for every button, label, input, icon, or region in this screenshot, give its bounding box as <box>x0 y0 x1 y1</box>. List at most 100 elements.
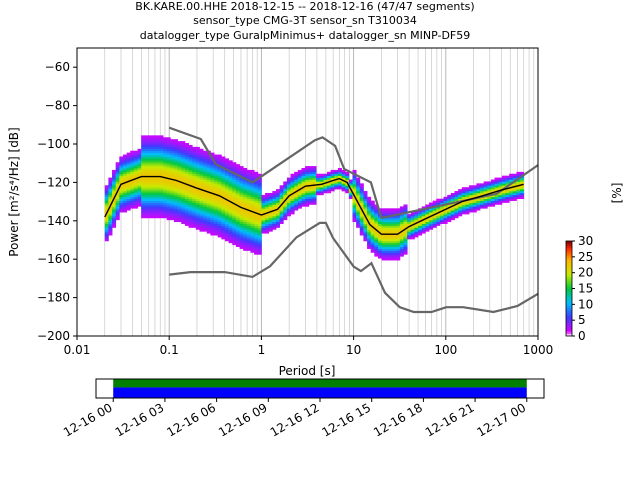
heatmap-cell <box>155 194 160 198</box>
heatmap-cell <box>159 139 164 142</box>
heatmap-cell <box>192 156 197 159</box>
heatmap-cell <box>224 175 230 178</box>
heatmap-cell <box>141 139 146 142</box>
heatmap-cell <box>235 194 240 198</box>
heatmap-cell <box>268 219 273 223</box>
heatmap-cell <box>312 166 317 169</box>
heatmap-cell <box>163 210 168 213</box>
heatmap-cell <box>410 212 415 215</box>
heatmap-cell <box>166 185 171 188</box>
heatmap-cell <box>418 212 423 215</box>
heatmap-cell <box>181 198 186 201</box>
heatmap-cell <box>246 181 251 184</box>
heatmap-cell <box>152 158 157 161</box>
heatmap-cell <box>301 192 306 196</box>
heatmap-cell <box>206 164 211 167</box>
heatmap-cell <box>195 208 200 211</box>
heatmap-cell <box>465 204 470 207</box>
heatmap-cell <box>392 208 397 211</box>
heatmap-cell <box>195 194 200 198</box>
heatmap-cell <box>319 177 324 180</box>
heatmap-cell <box>192 152 197 155</box>
heatmap-cell <box>443 219 448 223</box>
heatmap-cell <box>363 231 368 234</box>
heatmap-cell <box>257 240 262 244</box>
heatmap-cell <box>370 202 375 205</box>
heatmap-cell <box>119 202 124 205</box>
heatmap-cell <box>396 217 401 221</box>
heatmap-cell <box>214 219 219 223</box>
heatmap-cell <box>214 183 219 186</box>
heatmap-cell <box>199 216 204 219</box>
heatmap-cell <box>483 200 488 203</box>
heatmap-cell <box>177 192 182 196</box>
heatmap-cell <box>403 223 408 226</box>
colorbar-segment <box>566 274 572 277</box>
heatmap-cell <box>203 212 208 215</box>
heatmap-cell <box>403 206 408 209</box>
heatmap-cell <box>290 177 295 180</box>
colorbar-segment <box>566 267 572 270</box>
heatmap-cell <box>243 169 248 173</box>
heatmap-cell <box>181 206 186 209</box>
heatmap-cell <box>144 168 149 171</box>
heatmap-cell <box>141 179 146 182</box>
heatmap-cell <box>133 191 138 194</box>
heatmap-cell <box>155 200 160 203</box>
heatmap-cell <box>512 175 517 178</box>
heatmap-cell <box>177 202 182 205</box>
heatmap-cell <box>319 192 324 196</box>
heatmap-cell <box>275 198 281 201</box>
heatmap-cell <box>177 166 182 169</box>
heatmap-cell <box>217 212 222 215</box>
heatmap-cell <box>214 173 219 176</box>
colorbar-segment <box>566 269 572 273</box>
heatmap-cell <box>199 202 204 205</box>
heatmap-cell <box>195 162 200 165</box>
heatmap-cell <box>166 212 171 215</box>
heatmap-cell <box>137 166 142 169</box>
heatmap-cell <box>203 192 208 196</box>
heatmap-cell <box>137 191 142 194</box>
heatmap-cell <box>461 202 466 205</box>
heatmap-cell <box>152 202 157 205</box>
heatmap-cell <box>261 208 266 211</box>
heatmap-cell <box>469 210 474 213</box>
heatmap-cell <box>403 231 408 234</box>
heatmap-cell <box>257 200 262 203</box>
heatmap-cell <box>214 185 219 188</box>
heatmap-cell <box>439 202 444 205</box>
heatmap-cell <box>250 208 255 211</box>
heatmap-cell <box>144 141 149 144</box>
heatmap-cell <box>319 185 324 188</box>
heatmap-cell <box>192 204 197 207</box>
heatmap-cell <box>206 168 211 171</box>
heatmap-cell <box>286 179 291 182</box>
heatmap-cell <box>520 177 525 180</box>
heatmap-cell <box>210 229 215 232</box>
heatmap-cell <box>363 212 368 215</box>
heatmap-cell <box>498 183 503 186</box>
heatmap-cell <box>195 156 200 159</box>
heatmap-cell <box>388 223 393 226</box>
heatmap-cell <box>308 181 313 184</box>
heatmap-cell <box>447 219 452 223</box>
heatmap-cell <box>214 216 219 219</box>
axes: −200−180−160−140−120−100−80−600.01 0.1 1 10… <box>37 60 553 357</box>
heatmap-cell <box>490 187 495 190</box>
heatmap-cell <box>480 200 485 203</box>
heatmap-cell <box>330 181 335 184</box>
heatmap-cell <box>352 219 357 223</box>
colorbar-segment <box>566 290 572 294</box>
heatmap-cell <box>126 194 131 198</box>
heatmap-cell <box>326 185 332 188</box>
heatmap-cell <box>246 227 251 230</box>
heatmap-cell <box>254 250 259 253</box>
heatmap-cell <box>137 204 142 207</box>
heatmap-cell <box>418 221 423 224</box>
heatmap-cell <box>290 202 295 205</box>
heatmap-cell <box>516 191 521 194</box>
heatmap-cell <box>112 200 117 203</box>
heatmap-cell <box>283 217 288 221</box>
heatmap-cell <box>520 192 525 196</box>
